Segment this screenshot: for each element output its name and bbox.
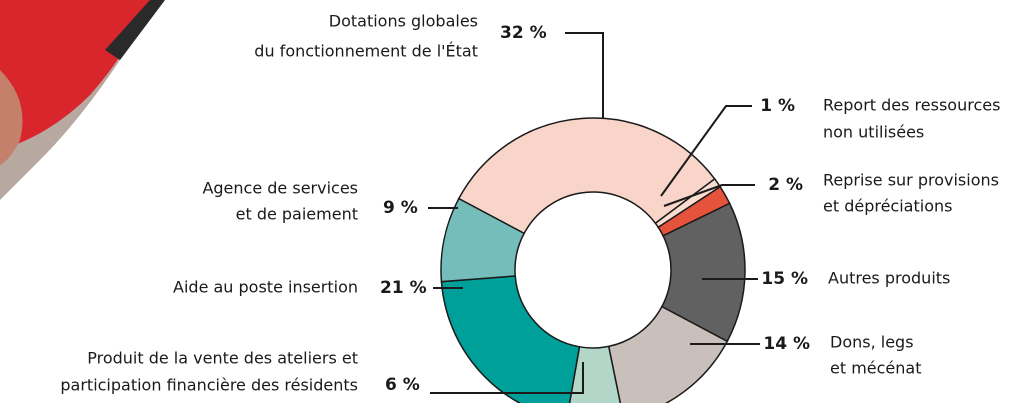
category-label: Dons, legs [830,333,914,352]
category-label: Produit de la vente des ateliers et [87,349,358,368]
category-label: Reprise sur provisions [823,171,999,190]
value-label: 14 % [763,334,810,354]
value-label: 1 % [760,96,795,116]
value-label: 2 % [768,175,803,195]
category-label: et dépréciations [823,197,952,216]
category-label: et mécénat [830,359,922,378]
category-label: non utilisées [823,123,924,142]
category-label: Agence de services [202,179,358,198]
category-label: participation financière des résidents [60,376,358,395]
value-label: 6 % [385,375,420,395]
value-label: 32 % [500,23,547,43]
value-label: 9 % [383,198,418,218]
category-label: Report des ressources [823,96,1000,115]
value-label: 15 % [761,269,808,289]
value-label: 21 % [380,278,427,298]
category-label: Aide au poste insertion [173,278,358,297]
category-label: Autres produits [828,269,950,288]
category-label: du fonctionnement de l'État [254,42,478,61]
category-label: et de paiement [236,205,358,224]
leader-line [565,33,603,118]
category-label: Dotations globales [329,12,478,31]
photo [0,0,165,200]
donut-segment [441,276,579,403]
chart: Dotations globales du fonctionnement de l… [0,0,1036,403]
